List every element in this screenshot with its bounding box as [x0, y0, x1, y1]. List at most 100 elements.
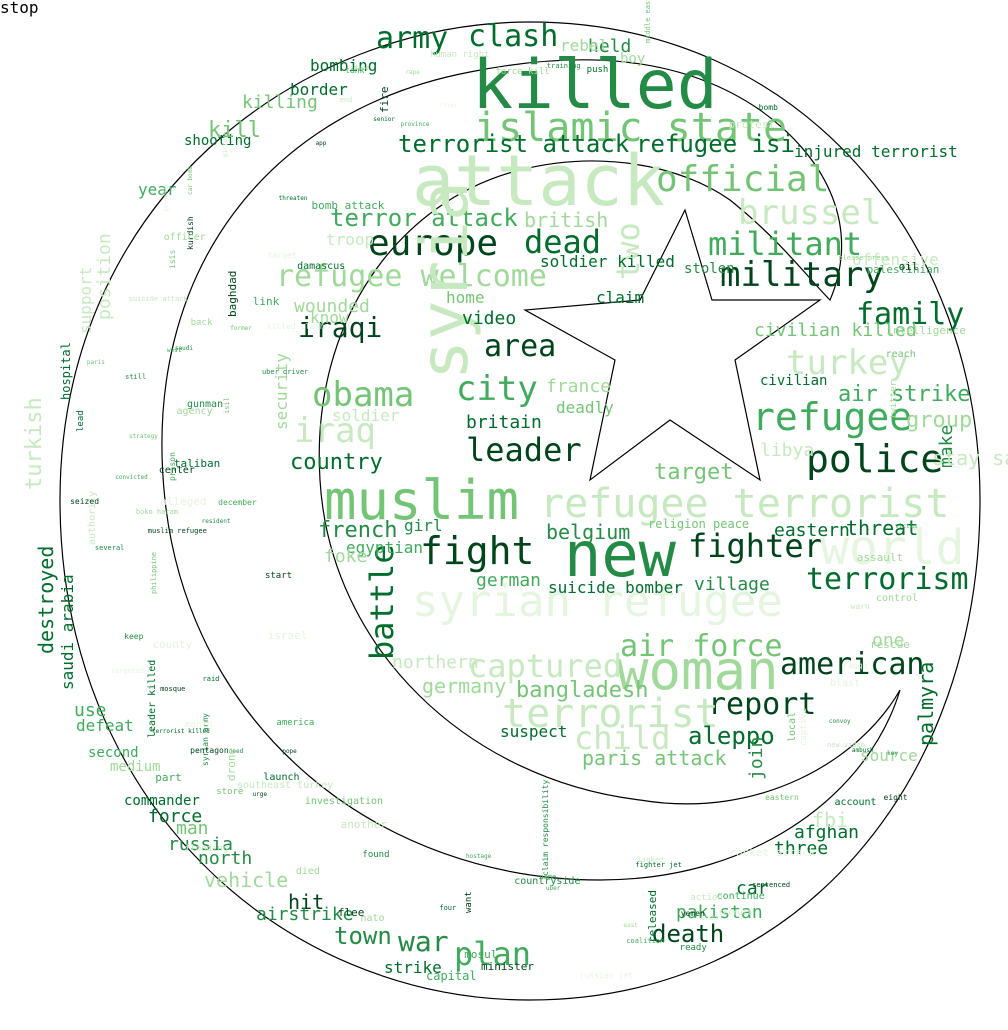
word: army [376, 21, 449, 56]
word: eastern [765, 792, 799, 802]
word: rebel [560, 36, 609, 55]
word: eight [883, 793, 908, 803]
word: west [166, 347, 182, 355]
word: threat [846, 516, 919, 540]
word: britain [466, 412, 542, 433]
word: death [652, 920, 725, 948]
word: paris [86, 358, 105, 366]
word: province [400, 120, 430, 128]
word: yemen [680, 909, 705, 919]
word: name [539, 873, 557, 882]
word: local [787, 712, 799, 743]
word: flooding [184, 844, 229, 855]
word: home [446, 288, 485, 307]
word: raid [202, 675, 220, 684]
word: border [290, 80, 348, 99]
word: intelligence [886, 324, 966, 338]
word: militant [708, 225, 863, 263]
word: ambush [851, 747, 874, 755]
word: ready [679, 942, 707, 953]
word: end [339, 95, 353, 104]
word: europe [368, 223, 499, 264]
word: germany [422, 674, 507, 698]
word: know [310, 308, 349, 327]
word: held [588, 36, 632, 57]
word: official [656, 159, 830, 200]
word: captive [798, 708, 809, 746]
word: girl [404, 516, 443, 535]
word: nato [360, 913, 385, 925]
word: israel [267, 629, 308, 643]
word: terrorism [806, 562, 969, 597]
word: raqqa [843, 661, 868, 671]
word: sentenced [752, 881, 791, 890]
word: syria [406, 181, 483, 380]
word: position [94, 233, 115, 320]
word: strike [384, 958, 442, 977]
word: key [887, 749, 898, 757]
word: syrian refugee [412, 576, 783, 627]
word: isil [223, 397, 232, 415]
word: french [318, 518, 398, 543]
word: paris attack [582, 746, 727, 770]
word: assault [856, 551, 904, 565]
word: part [155, 771, 182, 785]
word: town [334, 922, 392, 950]
word: month [185, 719, 213, 730]
word: southeast turkey [236, 780, 334, 792]
word: medium [110, 759, 161, 775]
word: terrorist attack [398, 130, 630, 158]
word: uber [545, 885, 561, 893]
word: military [720, 255, 884, 295]
word: world [820, 520, 965, 576]
word: push [586, 65, 609, 76]
word: russia [168, 834, 234, 855]
word: pope [282, 748, 297, 756]
word: islamic state [474, 105, 788, 151]
word: released [645, 890, 659, 944]
word: france [546, 376, 612, 397]
word: threaten [278, 195, 308, 203]
word: russian jet [579, 971, 633, 981]
word: twitter [889, 381, 900, 420]
word: died [295, 866, 320, 878]
word: british [524, 208, 609, 232]
word: injured terrorist [794, 142, 958, 161]
word: middle east [644, 0, 653, 43]
word: start [264, 570, 293, 581]
word: app [315, 140, 327, 148]
word: picture [221, 131, 229, 157]
word: rape [405, 69, 420, 76]
word: captured [468, 647, 623, 685]
word: alleged [160, 494, 207, 508]
word: fbi [812, 808, 849, 832]
word: claim [596, 288, 645, 307]
word: wounded [294, 296, 370, 317]
word: war [398, 925, 449, 958]
word: hit [288, 890, 325, 914]
word: reach [885, 348, 916, 360]
word: drone [224, 747, 238, 781]
word: support [76, 266, 95, 334]
word: block [701, 914, 720, 922]
word: palestinian [866, 263, 940, 277]
word: dead [524, 223, 602, 261]
word: protest [728, 117, 775, 131]
word: blast [830, 677, 861, 689]
word: capital [426, 969, 477, 983]
word: deadly [556, 398, 614, 417]
word: damascus [297, 261, 346, 273]
word: leader [466, 431, 582, 469]
word: victim [895, 522, 917, 530]
word: plan [454, 935, 532, 973]
word: family [856, 297, 965, 332]
word: iraqi [298, 311, 383, 344]
word: suicide attack [128, 295, 188, 304]
word: countryside [514, 876, 581, 888]
word: northern [392, 652, 479, 673]
word: brussel [738, 193, 882, 233]
word: fighter jet [635, 860, 682, 869]
word: refugee welcome [276, 259, 547, 294]
word: training [546, 61, 581, 70]
word: linked [637, 856, 664, 865]
